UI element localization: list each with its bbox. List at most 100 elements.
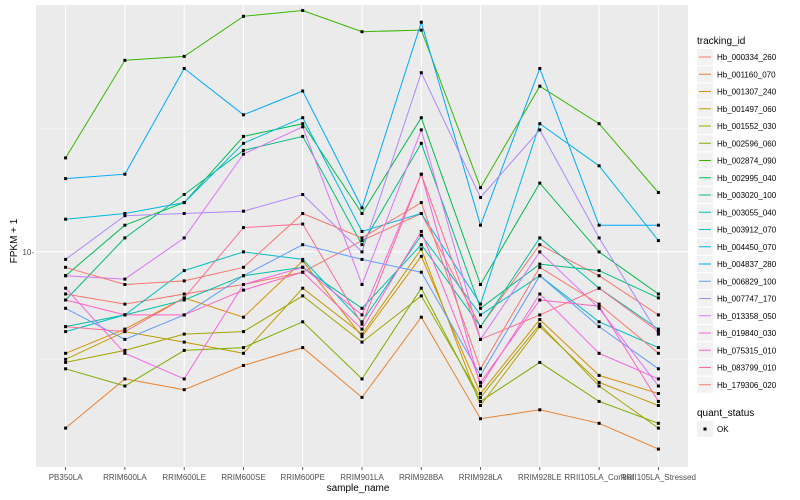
data-point-Hb_004837_280-7 [479, 223, 482, 227]
legend-label-Hb_006829_100: Hb_006829_100 [717, 277, 777, 286]
legend-title-tracking-id: tracking_id [697, 36, 745, 47]
legend-label-Hb_003055_040: Hb_003055_040 [717, 208, 777, 217]
data-point-Hb_019840_030-9 [597, 351, 601, 355]
data-point-Hb_003020_100-3 [242, 148, 245, 152]
data-point-Hb_075315_010-1 [123, 313, 127, 317]
legend-label-Hb_019840_030: Hb_019840_030 [717, 329, 777, 338]
data-point-Hb_002874_090-7 [479, 186, 482, 190]
data-point-Hb_003912_070-6 [419, 233, 423, 237]
data-point-Hb_007747_170-10 [656, 332, 660, 336]
data-point-Hb_083799_010-2 [182, 296, 186, 300]
legend-label-Hb_075315_010: Hb_075315_010 [717, 346, 777, 355]
data-point-Hb_002596_060-1 [123, 384, 127, 388]
legend-label-Hb_013358_050: Hb_013358_050 [717, 312, 777, 321]
data-point-Hb_001552_030-7 [479, 395, 482, 399]
data-point-Hb_004837_280-3 [242, 113, 245, 117]
data-point-Hb_004450_070-3 [242, 141, 245, 145]
data-point-Hb_003055_040-2 [182, 298, 186, 302]
data-point-Hb_004450_070-2 [182, 201, 186, 205]
data-point-Hb_013358_050-2 [182, 236, 186, 240]
data-point-Hb_001307_240-8 [538, 318, 542, 321]
data-point-Hb_083799_010-3 [242, 226, 245, 230]
data-point-Hb_002596_060-3 [242, 346, 245, 350]
data-point-Hb_002596_060-2 [182, 348, 186, 352]
data-point-Hb_001307_240-7 [479, 392, 482, 395]
data-point-Hb_007747_170-1 [123, 214, 127, 218]
legend-shape-label-0: OK [717, 425, 729, 434]
data-point-Hb_000334_260-5 [360, 239, 364, 243]
data-point-Hb_083799_010-8 [538, 313, 542, 317]
data-point-Hb_001160_070-0 [64, 426, 68, 430]
data-point-Hb_004450_070-9 [597, 164, 601, 168]
data-point-Hb_007747_170-2 [182, 212, 186, 215]
data-point-Hb_179306_020-8 [538, 265, 542, 269]
data-point-Hb_001497_060-2 [182, 340, 186, 344]
data-point-Hb_007747_170-4 [301, 193, 305, 196]
data-point-Hb_002995_040-1 [123, 223, 127, 227]
data-point-Hb_002596_060-7 [479, 399, 482, 403]
data-point-Hb_013358_050-8 [538, 250, 542, 254]
data-point-Hb_002995_040-7 [479, 283, 482, 286]
data-point-Hb_003912_070-2 [182, 269, 186, 273]
data-point-Hb_002995_040-5 [360, 212, 364, 215]
x-tick-label-2: RRIM600LE [162, 473, 206, 482]
data-point-Hb_006829_100-3 [242, 274, 245, 278]
data-point-Hb_003055_040-10 [656, 327, 660, 331]
data-point-Hb_004837_280-2 [182, 67, 186, 70]
data-point-Hb_001552_030-3 [242, 330, 245, 334]
legend-label-Hb_002596_060: Hb_002596_060 [717, 139, 777, 148]
data-point-Hb_007747_170-6 [419, 71, 423, 75]
data-point-Hb_002596_060-6 [419, 286, 423, 290]
data-point-Hb_001497_060-10 [656, 404, 660, 407]
data-point-Hb_002874_090-0 [64, 156, 68, 160]
data-point-Hb_006829_100-6 [419, 270, 423, 274]
data-point-Hb_004837_280-6 [419, 20, 423, 24]
data-point-Hb_001552_030-4 [301, 294, 305, 298]
data-point-Hb_003055_040-8 [538, 236, 542, 240]
x-tick-label-0: PB350LA [49, 473, 83, 482]
data-point-Hb_001552_030-6 [419, 294, 423, 298]
data-point-Hb_003912_070-4 [301, 257, 305, 261]
data-point-Hb_004837_280-1 [123, 172, 127, 176]
data-point-Hb_003020_100-7 [479, 306, 482, 310]
data-point-Hb_002995_040-9 [597, 250, 601, 254]
y-axis-title: FPKM + 1 [9, 218, 20, 263]
data-point-Hb_083799_010-1 [123, 330, 127, 334]
data-point-Hb_003912_070-7 [479, 313, 482, 317]
data-point-Hb_007747_170-3 [242, 209, 245, 213]
data-point-Hb_004450_070-8 [538, 122, 542, 126]
data-point-Hb_002874_090-4 [301, 9, 305, 12]
data-point-Hb_004837_280-8 [538, 67, 542, 70]
data-point-Hb_002596_060-5 [360, 377, 364, 381]
data-point-Hb_075315_010-7 [479, 380, 482, 384]
data-point-Hb_001160_070-5 [360, 395, 364, 399]
data-point-Hb_013358_050-0 [64, 274, 68, 278]
data-point-Hb_083799_010-9 [597, 286, 601, 290]
data-point-Hb_179306_020-0 [64, 265, 68, 269]
x-tick-label-10: RRII105LA_Stressed [621, 473, 696, 482]
data-point-Hb_075315_010-3 [242, 288, 245, 292]
data-point-Hb_001307_240-6 [419, 254, 423, 258]
data-point-Hb_179306_020-1 [123, 283, 127, 286]
data-point-Hb_179306_020-6 [419, 201, 423, 205]
data-point-Hb_019840_030-1 [123, 351, 127, 355]
data-point-Hb_179306_020-2 [182, 279, 186, 283]
data-point-Hb_007747_170-8 [538, 128, 542, 132]
data-point-Hb_000334_260-0 [64, 292, 68, 296]
legend-label-Hb_001307_240: Hb_001307_240 [717, 88, 777, 97]
axes: FPKM + 1 sample_name 10- PB350LA RRIM600LA… [9, 218, 696, 494]
data-point-Hb_002995_040-8 [538, 181, 542, 185]
data-point-Hb_003912_070-0 [64, 330, 68, 334]
data-point-Hb_003020_100-1 [123, 236, 127, 240]
data-point-Hb_179306_020-5 [360, 236, 364, 240]
y-tick-label-0: 10- [22, 248, 34, 257]
legend-label-Hb_007747_170: Hb_007747_170 [717, 295, 777, 304]
data-point-Hb_002874_090-9 [597, 122, 601, 126]
data-point-Hb_003912_070-10 [656, 346, 660, 350]
data-point-Hb_000334_260-1 [123, 302, 127, 306]
data-point-Hb_003020_100-8 [538, 262, 542, 266]
data-point-Hb_002596_060-9 [597, 399, 601, 403]
legend-label-Hb_001497_060: Hb_001497_060 [717, 105, 777, 114]
data-point-Hb_002874_090-5 [360, 30, 364, 34]
